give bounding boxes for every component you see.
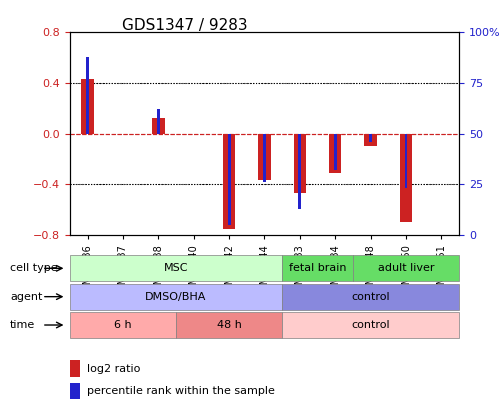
Bar (400, 134, 412, 222)
Text: cell type: cell type (10, 263, 57, 273)
Text: 6 h: 6 h (114, 320, 132, 330)
Text: control: control (351, 292, 390, 302)
Text: fetal brain: fetal brain (289, 263, 346, 273)
Bar (157, 109, 160, 134)
Bar (263, 134, 266, 182)
Text: log2 ratio: log2 ratio (87, 364, 141, 373)
Text: DMSO/BHA: DMSO/BHA (145, 292, 207, 302)
Bar (405, 134, 407, 188)
Text: control: control (351, 320, 390, 330)
Bar (152, 119, 165, 134)
Bar (223, 134, 236, 228)
Text: time: time (10, 320, 35, 330)
Bar (329, 134, 341, 173)
Bar (86, 57, 89, 134)
Bar (258, 134, 270, 181)
Text: GDS1347 / 9283: GDS1347 / 9283 (122, 18, 248, 33)
Bar (334, 134, 337, 170)
Text: 48 h: 48 h (217, 320, 242, 330)
Text: agent: agent (10, 292, 42, 302)
Bar (298, 134, 301, 209)
Bar (369, 134, 372, 142)
Text: MSC: MSC (164, 263, 188, 273)
Text: adult liver: adult liver (378, 263, 434, 273)
Bar (81, 79, 94, 134)
Bar (228, 134, 231, 225)
Text: percentile rank within the sample: percentile rank within the sample (87, 386, 275, 396)
Bar (293, 134, 306, 193)
Bar (364, 134, 377, 146)
